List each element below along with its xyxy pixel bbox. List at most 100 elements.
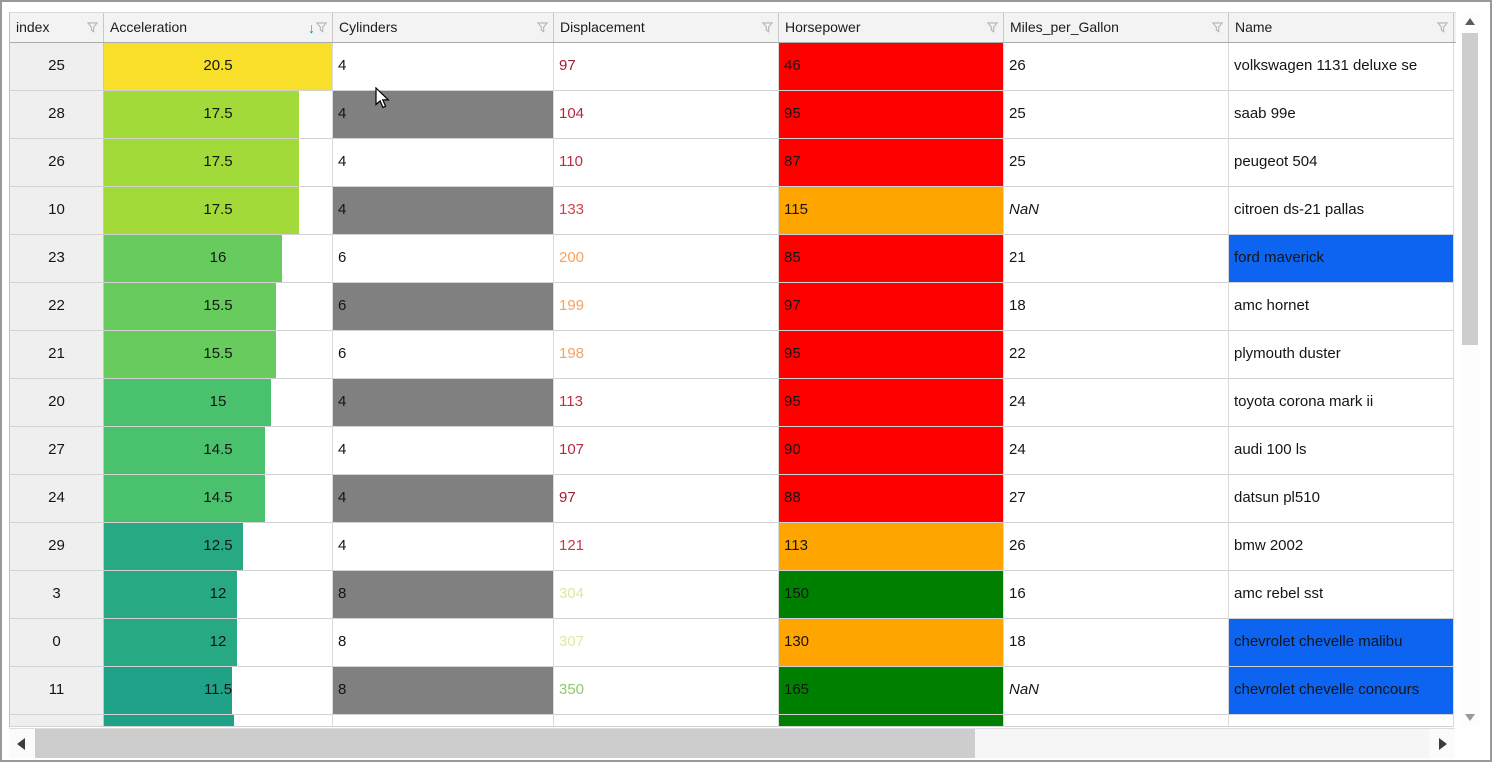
column-header-acceleration[interactable]: Acceleration ↓ <box>104 13 333 42</box>
column-header-name[interactable]: Name <box>1229 13 1454 42</box>
cell-miles-per-gallon[interactable]: 24 <box>1004 427 1229 475</box>
cell-cylinders[interactable]: 4 <box>333 187 554 235</box>
cell-name[interactable]: chevrolet chevelle concours <box>1229 667 1454 715</box>
cell-name[interactable]: saab 99e <box>1229 91 1454 139</box>
cell-miles-per-gallon[interactable]: 26 <box>1004 43 1229 91</box>
cell-displacement[interactable]: 307 <box>554 619 779 667</box>
cell-cylinders[interactable]: 8 <box>333 667 554 715</box>
filter-icon[interactable] <box>762 22 773 33</box>
cell-horsepower[interactable] <box>779 715 1004 727</box>
cell-displacement[interactable]: 104 <box>554 91 779 139</box>
cell-acceleration[interactable]: 12.5 <box>104 523 333 571</box>
cell-displacement[interactable]: 350 <box>554 667 779 715</box>
cell-horsepower[interactable]: 90 <box>779 427 1004 475</box>
cell-acceleration[interactable]: 17.5 <box>104 139 333 187</box>
cell-cylinders[interactable]: 4 <box>333 379 554 427</box>
cell-index[interactable]: 22 <box>10 283 104 331</box>
cell-name[interactable]: audi 100 ls <box>1229 427 1454 475</box>
filter-icon[interactable] <box>1437 22 1448 33</box>
cell-index[interactable]: 26 <box>10 139 104 187</box>
cell-miles-per-gallon[interactable]: 18 <box>1004 619 1229 667</box>
scroll-up-button[interactable] <box>1461 12 1479 30</box>
filter-icon[interactable] <box>1212 22 1223 33</box>
column-header-cylinders[interactable]: Cylinders <box>333 13 554 42</box>
cell-miles-per-gallon[interactable]: 24 <box>1004 379 1229 427</box>
cell-displacement[interactable]: 97 <box>554 475 779 523</box>
cell-displacement[interactable]: 110 <box>554 139 779 187</box>
cell-acceleration[interactable]: 15.5 <box>104 331 333 379</box>
cell-name[interactable]: toyota corona mark ii <box>1229 379 1454 427</box>
cell-cylinders[interactable]: 4 <box>333 43 554 91</box>
cell-acceleration[interactable]: 15 <box>104 379 333 427</box>
cell-index[interactable]: 23 <box>10 235 104 283</box>
column-header-index[interactable]: index <box>10 13 104 42</box>
cell-index[interactable]: 20 <box>10 379 104 427</box>
cell-acceleration[interactable]: 17.5 <box>104 187 333 235</box>
cell-miles-per-gallon[interactable] <box>1004 715 1229 727</box>
cell-miles-per-gallon[interactable]: 25 <box>1004 91 1229 139</box>
cell-name[interactable]: citroen ds-21 pallas <box>1229 187 1454 235</box>
cell-horsepower[interactable]: 113 <box>779 523 1004 571</box>
cell-horsepower[interactable]: 115 <box>779 187 1004 235</box>
cell-displacement[interactable]: 304 <box>554 571 779 619</box>
vertical-scrollbar[interactable] <box>1461 12 1479 726</box>
cell-index[interactable]: 0 <box>10 619 104 667</box>
cell-cylinders[interactable]: 4 <box>333 475 554 523</box>
cell-name[interactable]: plymouth duster <box>1229 331 1454 379</box>
cell-index[interactable]: 11 <box>10 667 104 715</box>
column-header-horsepower[interactable]: Horsepower <box>779 13 1004 42</box>
cell-cylinders[interactable]: 6 <box>333 283 554 331</box>
cell-miles-per-gallon[interactable]: 22 <box>1004 331 1229 379</box>
cell-miles-per-gallon[interactable]: NaN <box>1004 187 1229 235</box>
cell-name[interactable]: chevrolet chevelle malibu <box>1229 619 1454 667</box>
cell-index[interactable]: 27 <box>10 427 104 475</box>
cell-horsepower[interactable]: 150 <box>779 571 1004 619</box>
cell-cylinders[interactable]: 8 <box>333 571 554 619</box>
cell-cylinders[interactable]: 4 <box>333 139 554 187</box>
cell-acceleration[interactable] <box>104 715 333 727</box>
scroll-down-button[interactable] <box>1461 708 1479 726</box>
cell-horsepower[interactable]: 130 <box>779 619 1004 667</box>
cell-index[interactable]: 21 <box>10 331 104 379</box>
cell-horsepower[interactable]: 87 <box>779 139 1004 187</box>
cell-acceleration[interactable]: 12 <box>104 619 333 667</box>
cell-name[interactable]: amc hornet <box>1229 283 1454 331</box>
cell-cylinders[interactable]: 4 <box>333 427 554 475</box>
cell-name[interactable]: datsun pl510 <box>1229 475 1454 523</box>
cell-name[interactable]: ford maverick <box>1229 235 1454 283</box>
scroll-right-button[interactable] <box>1429 729 1455 758</box>
sort-descending-icon[interactable]: ↓ <box>308 20 315 36</box>
cell-acceleration[interactable]: 14.5 <box>104 427 333 475</box>
cell-index[interactable]: 29 <box>10 523 104 571</box>
cell-cylinders[interactable]: 4 <box>333 91 554 139</box>
cell-cylinders[interactable]: 4 <box>333 523 554 571</box>
cell-acceleration[interactable]: 12 <box>104 571 333 619</box>
cell-index[interactable] <box>10 715 104 727</box>
cell-cylinders[interactable]: 6 <box>333 235 554 283</box>
cell-index[interactable]: 28 <box>10 91 104 139</box>
vertical-scrollbar-thumb[interactable] <box>1462 33 1478 345</box>
horizontal-scrollbar-thumb[interactable] <box>35 729 975 758</box>
column-header-displacement[interactable]: Displacement <box>554 13 779 42</box>
cell-name[interactable]: bmw 2002 <box>1229 523 1454 571</box>
cell-displacement[interactable]: 97 <box>554 43 779 91</box>
cell-miles-per-gallon[interactable]: 25 <box>1004 139 1229 187</box>
cell-index[interactable]: 10 <box>10 187 104 235</box>
cell-horsepower[interactable]: 95 <box>779 331 1004 379</box>
filter-icon[interactable] <box>987 22 998 33</box>
cell-miles-per-gallon[interactable]: NaN <box>1004 667 1229 715</box>
cell-horsepower[interactable]: 95 <box>779 379 1004 427</box>
cell-acceleration[interactable]: 16 <box>104 235 333 283</box>
scroll-left-button[interactable] <box>9 729 35 758</box>
cell-index[interactable]: 25 <box>10 43 104 91</box>
cell-horsepower[interactable]: 85 <box>779 235 1004 283</box>
cell-displacement[interactable]: 113 <box>554 379 779 427</box>
column-header-miles_per_gallon[interactable]: Miles_per_Gallon <box>1004 13 1229 42</box>
cell-name[interactable] <box>1229 715 1454 727</box>
cell-displacement[interactable]: 133 <box>554 187 779 235</box>
cell-miles-per-gallon[interactable]: 21 <box>1004 235 1229 283</box>
cell-name[interactable]: amc rebel sst <box>1229 571 1454 619</box>
cell-horsepower[interactable]: 46 <box>779 43 1004 91</box>
cell-displacement[interactable]: 107 <box>554 427 779 475</box>
cell-miles-per-gallon[interactable]: 18 <box>1004 283 1229 331</box>
